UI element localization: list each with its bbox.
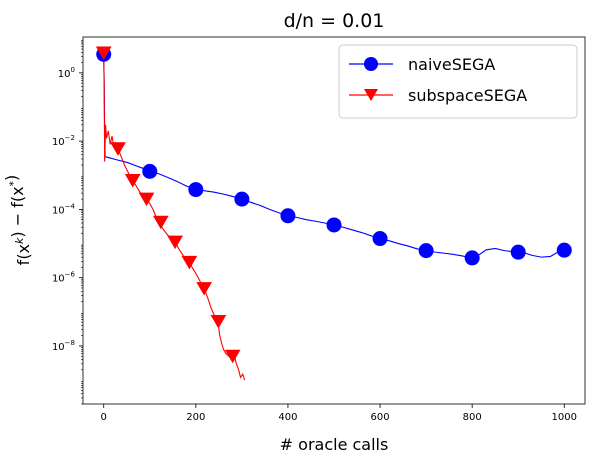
marker-naiveSEGA-6: [372, 231, 388, 247]
legend: naiveSEGA subspaceSEGA: [338, 44, 578, 119]
legend-label-subspaceSEGA: subspaceSEGA: [408, 86, 527, 105]
marker-subspaceSEGA-2: [124, 174, 141, 188]
legend-box: [338, 44, 578, 119]
x-tick-label-1000: 1000: [552, 412, 577, 423]
x-tick-label-0: 0: [101, 412, 107, 423]
marker-naiveSEGA-1: [142, 163, 158, 179]
marker-subspaceSEGA-9: [224, 349, 241, 364]
x-tick-label-400: 400: [278, 412, 297, 423]
marker-naiveSEGA-5: [326, 217, 342, 233]
marker-subspaceSEGA-5: [167, 235, 183, 250]
legend-label-naiveSEGA: naiveSEGA: [408, 55, 495, 74]
marker-naiveSEGA-7: [418, 243, 434, 259]
y-axis-title: f(xk) − f(x*): [2, 175, 33, 266]
marker-naiveSEGA-4: [280, 208, 296, 224]
y-tick-label--2: 10−2: [52, 134, 75, 148]
x-tick-label-800: 800: [463, 412, 482, 423]
marker-naiveSEGA-8: [464, 250, 480, 266]
marker-subspaceSEGA-3: [138, 192, 155, 207]
x-axis-title: # oracle calls: [280, 435, 389, 454]
marker-subspaceSEGA-7: [196, 282, 212, 296]
x-tick-label-600: 600: [371, 412, 390, 423]
marker-subspaceSEGA-8: [210, 315, 227, 329]
x-tick-label-200: 200: [186, 412, 205, 423]
marker-naiveSEGA-3: [234, 191, 250, 207]
y-tick-label--6: 10−6: [52, 271, 76, 285]
marker-subspaceSEGA-1: [110, 142, 126, 156]
marker-naiveSEGA-2: [188, 182, 204, 198]
legend-marker-subspaceSEGA: [364, 89, 378, 101]
series-markers: [95, 46, 572, 364]
y-tick-label--8: 10−8: [52, 339, 75, 353]
y-tick-label-0: 100: [58, 66, 75, 80]
chart-title: d/n = 0.01: [284, 10, 385, 32]
marker-subspaceSEGA-0: [95, 46, 112, 61]
marker-naiveSEGA-9: [510, 244, 526, 260]
plot-frame: [82, 36, 586, 405]
marker-subspaceSEGA-6: [181, 255, 198, 270]
marker-naiveSEGA-10: [556, 242, 572, 258]
legend-marker-naiveSEGA: [364, 57, 378, 71]
axis-ticks: 0 200 400 600 800 1000 100 10−2 10−4 10−6 10−8: [52, 39, 577, 423]
y-tick-label--4: 10−4: [52, 202, 76, 216]
marker-subspaceSEGA-4: [152, 215, 169, 230]
